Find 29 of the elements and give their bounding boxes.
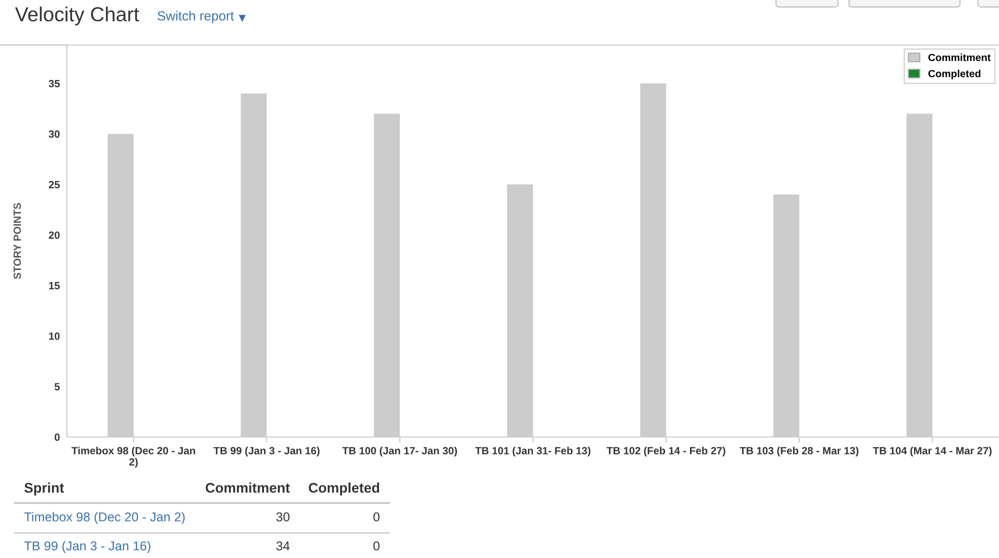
y-tick-label: 30 xyxy=(48,130,60,138)
text: 0 xyxy=(373,512,380,522)
chart-subtitle: Switch report xyxy=(158,10,234,24)
x-tick-label: TB 100 (Jan 17- Jan 30) xyxy=(342,446,457,456)
text: 30 xyxy=(276,512,290,522)
y-tick-label: 25 xyxy=(48,180,60,188)
x-tick-label: TB 102 (Feb 14 - Feb 27) xyxy=(606,446,726,456)
text: Sprint xyxy=(24,482,64,496)
y-tick-label: 20 xyxy=(48,231,60,239)
y-tick-label: 0 xyxy=(54,434,60,441)
y-axis-title: STORY POINTS xyxy=(14,203,21,280)
x-tick-label: TB 101 (Jan 31- Feb 13) xyxy=(475,446,590,456)
text: Completed xyxy=(308,482,380,496)
y-tick-label: 10 xyxy=(49,332,60,340)
y-tick-label: 5 xyxy=(54,383,60,390)
legend-label: Commitment xyxy=(928,54,991,62)
x-tick-label: TB 104 (Mar 14 - Mar 27) xyxy=(872,446,992,456)
text: 0 xyxy=(373,541,380,550)
x-tick-label: TB 99 (Jan 3 - Jan 16) xyxy=(214,446,320,456)
x-tick-label: Timebox 98 (Dec 20 - Jan 2) xyxy=(72,446,196,468)
chart-title: Velocity Chart xyxy=(15,6,140,26)
x-tick-label: TB 103 (Feb 28 - Mar 13) xyxy=(740,446,858,456)
text: 34 xyxy=(276,541,290,550)
y-tick-label: 15 xyxy=(49,282,60,290)
text: Timebox 98 (Dec 20 - Jan 2) xyxy=(24,512,185,524)
text: Commitment xyxy=(206,482,290,493)
y-tick-label: 35 xyxy=(48,80,60,88)
legend-label: Completed xyxy=(928,70,980,80)
text: TB 99 (Jan 3 - Jan 16) xyxy=(24,541,150,553)
